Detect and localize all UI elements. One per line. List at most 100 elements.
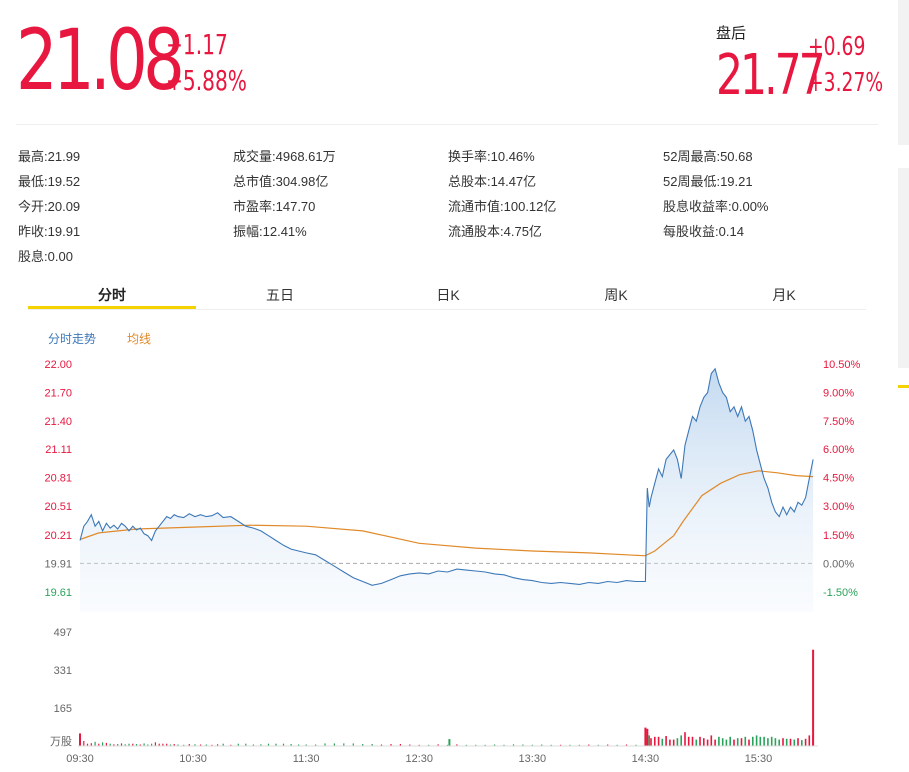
stat-label: 股息: xyxy=(18,249,48,264)
volume-bar xyxy=(128,743,130,746)
stat-value: 304.98亿 xyxy=(275,174,329,189)
volume-bar xyxy=(290,744,292,746)
volume-bar xyxy=(801,740,803,746)
tab-five-day[interactable]: 五日 xyxy=(266,287,294,303)
volume-bar xyxy=(102,742,104,746)
pct-tick-label: 0.00% xyxy=(823,558,854,570)
pct-tick-label: 9.00% xyxy=(823,388,854,400)
stat-item: 振幅:12.41% xyxy=(233,221,307,240)
stat-value: 4.75亿 xyxy=(503,224,542,239)
y-tick-label: 20.51 xyxy=(44,501,72,513)
volume-bar xyxy=(644,727,647,746)
volume-bar xyxy=(503,744,505,746)
y-tick-label: 20.81 xyxy=(44,473,72,485)
volume-bar xyxy=(597,744,599,746)
volume-bar xyxy=(465,744,467,746)
volume-bar xyxy=(98,743,100,746)
volume-bar xyxy=(607,744,609,746)
pct-tick-label: 10.50% xyxy=(823,359,861,371)
pct-tick-label: -1.50% xyxy=(823,587,858,599)
volume-bar xyxy=(512,744,515,746)
volume-bar xyxy=(343,743,345,746)
volume-bar xyxy=(143,743,145,746)
volume-bar xyxy=(650,738,652,746)
stat-label: 最高: xyxy=(18,149,48,164)
volume-bar xyxy=(778,739,780,746)
volume-unit-label: 万股 xyxy=(50,735,72,748)
stat-label: 每股收益: xyxy=(663,224,719,239)
volume-bar xyxy=(132,743,134,746)
volume-bar xyxy=(625,744,628,746)
volume-bar xyxy=(785,738,788,746)
volume-bar xyxy=(560,744,562,746)
stat-value: 19.91 xyxy=(47,224,81,239)
volume-bar xyxy=(782,738,784,746)
volume-bar xyxy=(494,744,496,746)
stat-item: 流通股本:4.75亿 xyxy=(448,221,542,240)
volume-bar xyxy=(177,744,179,746)
volume-bar xyxy=(680,735,682,746)
stat-value: 19.52 xyxy=(47,174,81,189)
stat-label: 52周最低: xyxy=(663,174,721,189)
stat-label: 成交量: xyxy=(233,149,276,164)
y-tick-label: 20.21 xyxy=(44,530,72,542)
volume-bar xyxy=(446,744,449,746)
tab-monthly-k[interactable]: 月K xyxy=(772,287,796,303)
volume-bar xyxy=(522,744,524,746)
average-line xyxy=(79,470,814,557)
volume-bar xyxy=(456,744,458,746)
volume-bar xyxy=(714,739,716,746)
stat-item: 股息:0.00 xyxy=(18,246,73,265)
y-tick-label: 19.91 xyxy=(44,558,72,570)
price-area xyxy=(80,368,814,612)
volume-bar xyxy=(105,742,107,746)
volume-bar xyxy=(124,744,126,746)
volume-bar xyxy=(767,738,769,746)
volume-bar xyxy=(808,735,811,746)
stat-item: 总市值:304.98亿 xyxy=(233,171,328,190)
stat-value: 147.70 xyxy=(275,199,316,214)
stat-item: 每股收益:0.14 xyxy=(663,221,744,240)
scrollbar-track[interactable] xyxy=(898,0,909,145)
volume-bar xyxy=(578,744,580,746)
volume-tick-label: 331 xyxy=(54,665,72,677)
after-hours-label: 盘后 xyxy=(716,25,747,42)
volume-bar xyxy=(797,738,799,746)
volume-bar xyxy=(541,744,543,746)
stat-value: 0.14 xyxy=(718,224,744,239)
volume-bar xyxy=(428,744,430,746)
tab-intraday[interactable]: 分时 xyxy=(98,287,126,303)
volume-bar xyxy=(380,744,383,746)
pct-tick-label: 6.00% xyxy=(823,444,854,456)
volume-bar xyxy=(158,743,160,746)
volume-bar xyxy=(740,738,743,746)
stat-label: 换手率: xyxy=(448,149,491,164)
volume-bar xyxy=(154,742,156,746)
volume-bar xyxy=(733,739,735,746)
volume-bar xyxy=(188,744,190,746)
volume-bar xyxy=(588,744,590,746)
stat-label: 股息收益率: xyxy=(663,199,732,214)
volume-bar xyxy=(448,739,451,746)
volume-bar xyxy=(646,728,649,746)
volume-bar xyxy=(409,744,411,746)
stat-label: 流通市值: xyxy=(448,199,504,214)
price-change-percent: +5.88% xyxy=(166,64,247,97)
tab-daily-k[interactable]: 日K xyxy=(436,287,460,303)
x-tick-label: 13:30 xyxy=(519,753,547,765)
tab-weekly-k[interactable]: 周K xyxy=(604,287,628,303)
legend-price: 分时走势 xyxy=(48,332,97,346)
y-tick-label: 22.00 xyxy=(44,359,72,371)
volume-bar xyxy=(183,744,185,746)
volume-bar xyxy=(569,744,571,746)
volume-bar xyxy=(151,743,153,746)
stat-item: 最低:19.52 xyxy=(18,171,80,190)
volume-bar xyxy=(669,739,671,746)
scrollbar-track-lower[interactable] xyxy=(898,168,909,368)
volume-bar xyxy=(90,743,92,746)
volume-bar xyxy=(657,736,660,746)
stat-item: 昨收:19.91 xyxy=(18,221,80,240)
price-change: +1.17 xyxy=(166,28,228,61)
volume-bar xyxy=(211,744,213,746)
